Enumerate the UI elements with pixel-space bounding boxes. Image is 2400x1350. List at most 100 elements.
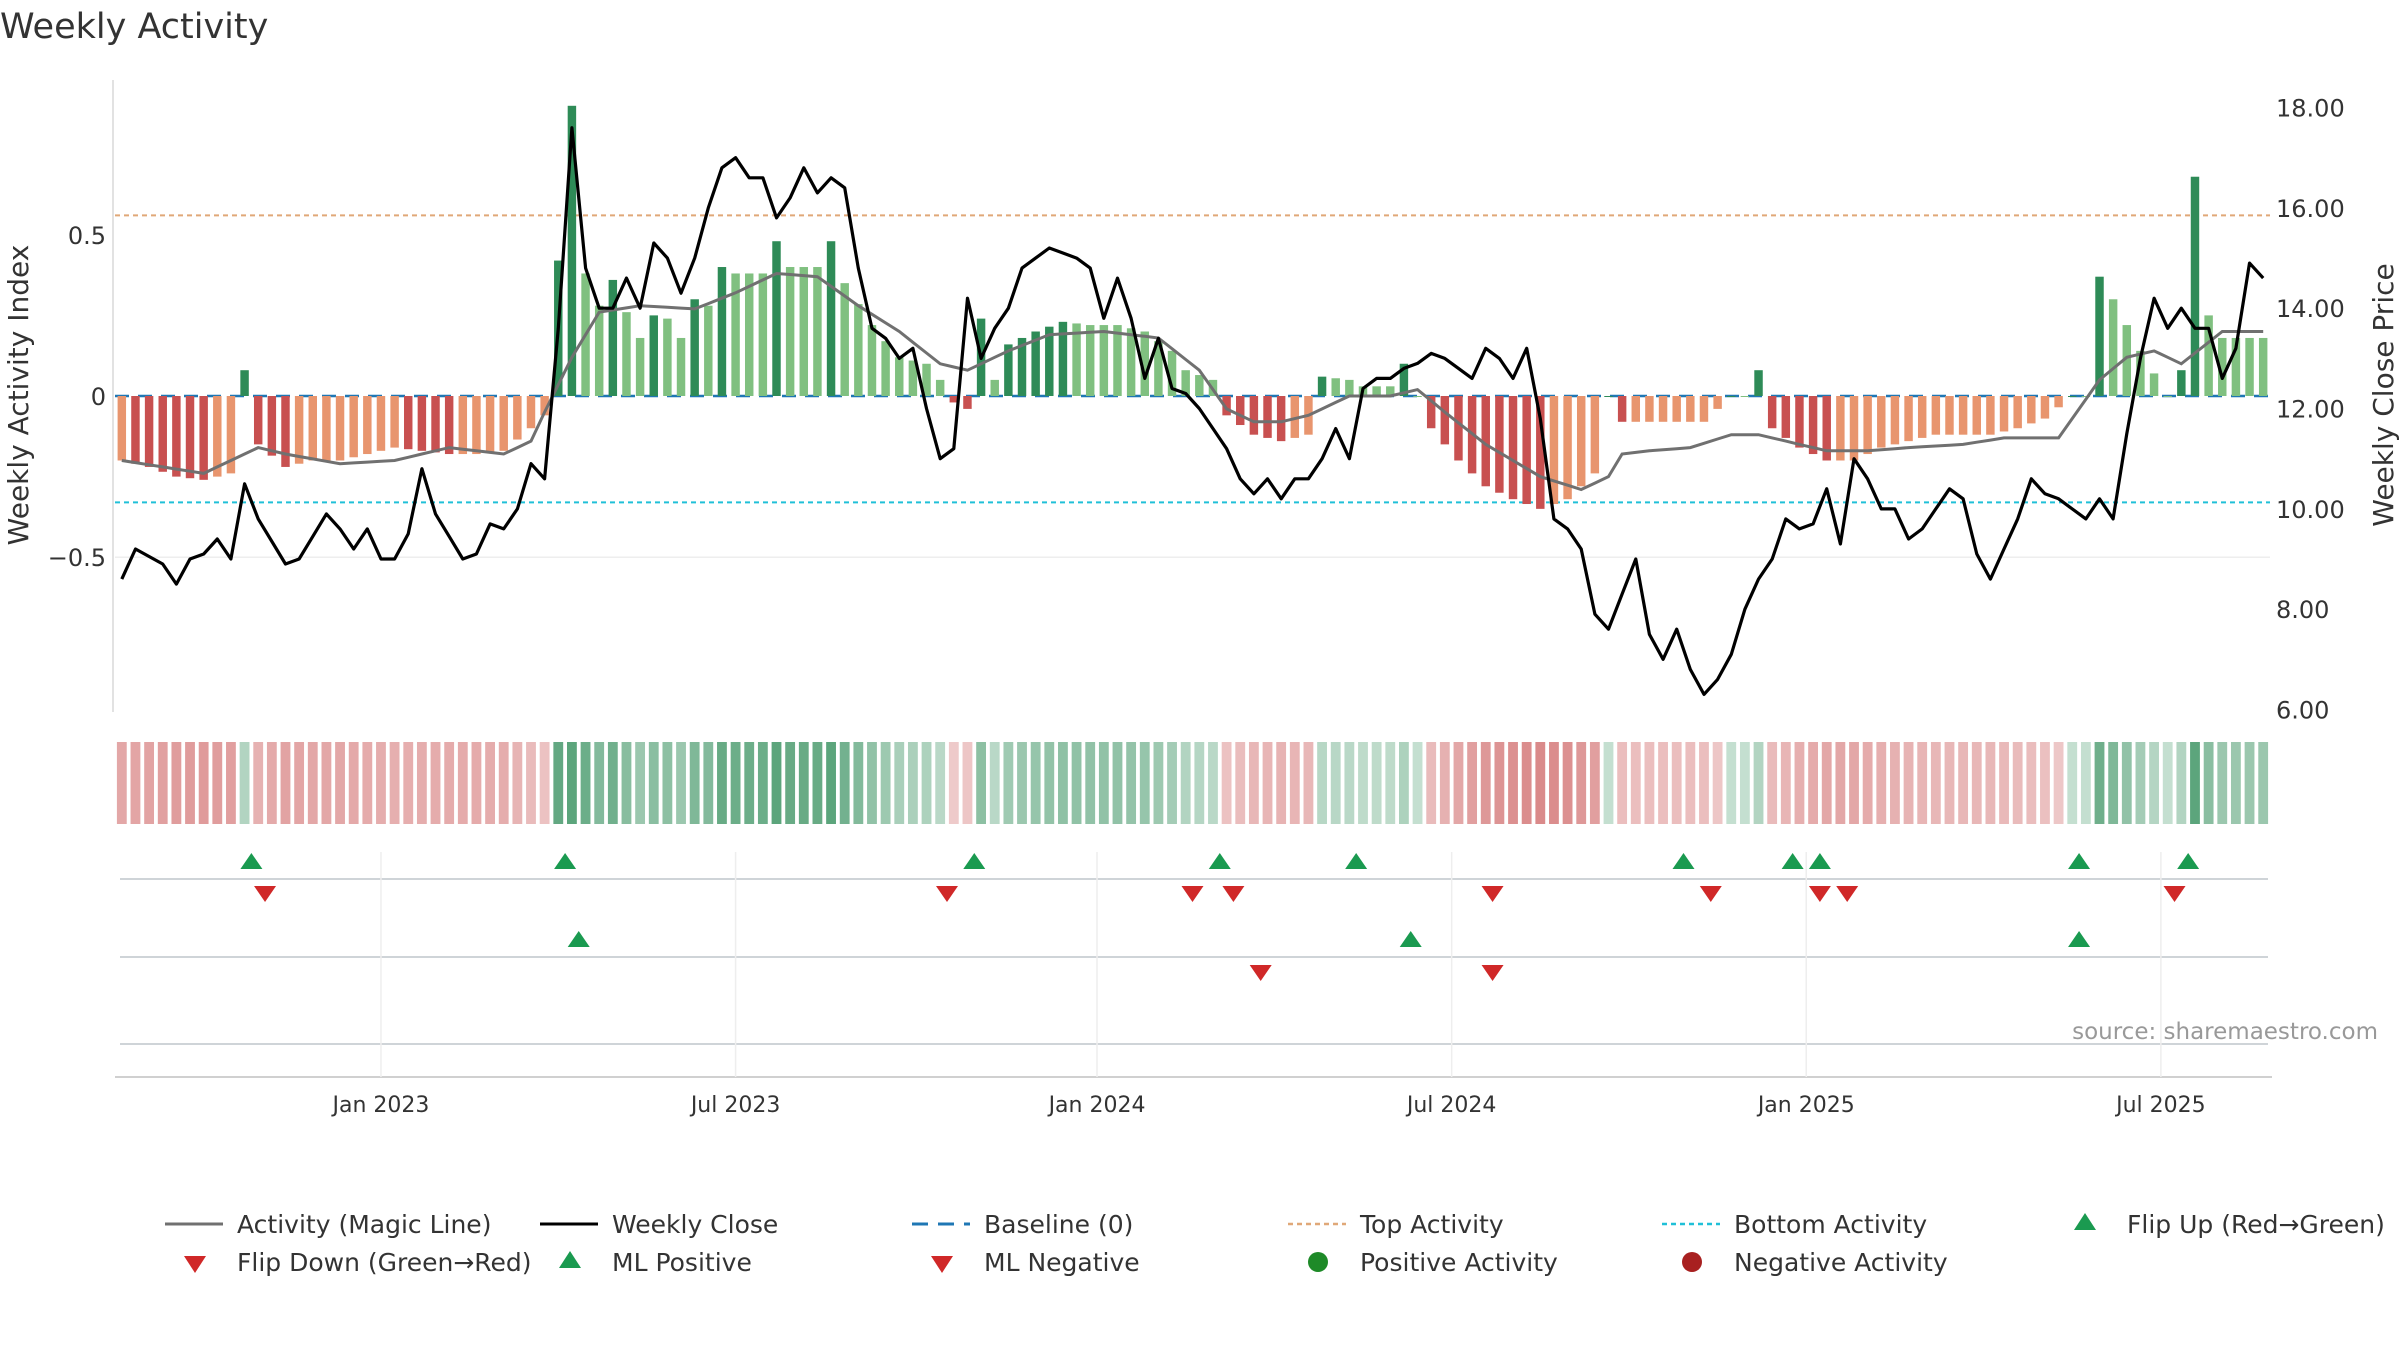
y2-tick-label: 12.00 bbox=[2276, 396, 2345, 424]
ml-positive-marker bbox=[567, 931, 590, 947]
activity-bar bbox=[690, 299, 699, 396]
heat-cell bbox=[198, 742, 209, 824]
heat-cell bbox=[1180, 742, 1191, 824]
heat-cell bbox=[1589, 742, 1600, 824]
activity-bar bbox=[895, 357, 904, 396]
heat-cell bbox=[1358, 742, 1368, 824]
activity-bar bbox=[1740, 396, 1750, 397]
heat-cell bbox=[1371, 742, 1382, 824]
activity-bar bbox=[1017, 337, 1027, 396]
legend-label: Top Activity bbox=[1359, 1210, 1504, 1239]
activity-bar bbox=[731, 273, 740, 396]
heat-cell bbox=[185, 742, 195, 824]
activity-bar bbox=[1236, 396, 1245, 426]
heat-cell bbox=[935, 742, 946, 824]
activity-bar bbox=[922, 363, 931, 396]
activity-bar bbox=[363, 396, 372, 455]
activity-bar bbox=[1549, 396, 1559, 505]
heat-cell bbox=[1630, 742, 1641, 824]
activity-bar bbox=[2013, 396, 2022, 429]
x-tick-label: Jan 2025 bbox=[1756, 1093, 1855, 1118]
activity-bar bbox=[1945, 396, 1954, 435]
activity-bar bbox=[458, 396, 468, 455]
ml-positive-marker bbox=[1399, 931, 1422, 947]
heat-cell bbox=[1903, 742, 1914, 824]
ml-negative-marker bbox=[1249, 965, 1272, 981]
heat-cell bbox=[1658, 742, 1668, 824]
activity-bar bbox=[2204, 315, 2213, 396]
activity-bar bbox=[567, 105, 577, 396]
activity-bar bbox=[2177, 370, 2186, 396]
activity-bar bbox=[1767, 396, 1777, 429]
legend-item: Top Activity bbox=[1288, 1210, 1504, 1239]
activity-bar bbox=[1113, 325, 1122, 396]
activity-bar bbox=[608, 279, 618, 396]
legend-swatch-triangle-up bbox=[559, 1251, 581, 1268]
activity-bar bbox=[2040, 396, 2050, 419]
heat-cell bbox=[539, 742, 550, 824]
heat-cell bbox=[1208, 742, 1218, 824]
activity-bar bbox=[2108, 299, 2118, 396]
heat-cell bbox=[457, 742, 468, 824]
heat-cell bbox=[1930, 742, 1941, 824]
activity-bar bbox=[1031, 331, 1040, 396]
activity-bar bbox=[1917, 396, 1927, 438]
activity-bar bbox=[1045, 326, 1054, 396]
heat-cell bbox=[1262, 742, 1273, 824]
heat-cell bbox=[1576, 742, 1587, 824]
legend-item: Flip Down (Green→Red) bbox=[184, 1248, 532, 1277]
heat-cell bbox=[471, 742, 482, 824]
heat-cell bbox=[1917, 742, 1928, 824]
heat-cell bbox=[1194, 742, 1205, 824]
activity-bar bbox=[2027, 396, 2036, 424]
activity-bar bbox=[1508, 396, 1518, 500]
heat-cell bbox=[1494, 742, 1505, 824]
heat-cell bbox=[1890, 742, 1900, 824]
legend-swatch-triangle-down bbox=[931, 1256, 953, 1273]
y2-tick-label: 8.00 bbox=[2276, 596, 2329, 624]
activity-bar bbox=[963, 396, 972, 409]
heat-cell bbox=[2176, 742, 2187, 824]
activity-bar bbox=[1877, 396, 1886, 448]
activity-bar bbox=[1849, 396, 1859, 461]
heat-cell bbox=[239, 742, 250, 824]
activity-bar bbox=[485, 396, 495, 453]
activity-bar bbox=[294, 396, 304, 464]
activity-bar bbox=[444, 396, 454, 455]
activity-bar bbox=[1099, 325, 1109, 396]
activity-bar bbox=[990, 379, 999, 396]
activity-bar bbox=[676, 337, 686, 396]
flip-up-marker bbox=[1345, 853, 1368, 869]
x-tick-label: Jul 2024 bbox=[1405, 1093, 1497, 1118]
heat-cell bbox=[2244, 742, 2255, 824]
activity-bar bbox=[826, 241, 836, 396]
heat-cell bbox=[812, 742, 823, 824]
activity-bar bbox=[513, 396, 522, 440]
activity-bar bbox=[1658, 396, 1668, 422]
heat-cell bbox=[1603, 742, 1614, 824]
legend-swatch-dot-positive bbox=[1308, 1252, 1328, 1272]
heat-cell bbox=[1521, 742, 1532, 824]
heat-cell bbox=[2121, 742, 2132, 824]
heat-cell bbox=[335, 742, 345, 824]
y2-tick-label: 16.00 bbox=[2276, 195, 2345, 223]
heat-cell bbox=[1862, 742, 1873, 824]
activity-bar bbox=[376, 396, 386, 451]
activity-bar bbox=[1004, 344, 1013, 396]
y-tick-label: −0.5 bbox=[48, 544, 106, 572]
heat-cell bbox=[171, 742, 182, 824]
legend-label: Weekly Close bbox=[612, 1210, 778, 1239]
activity-bar bbox=[1836, 396, 1845, 461]
activity-bar bbox=[2149, 373, 2159, 396]
x-tick-label: Jan 2023 bbox=[331, 1093, 430, 1118]
heat-cell bbox=[1003, 742, 1014, 824]
heat-cell bbox=[976, 742, 987, 824]
heat-cell bbox=[1030, 742, 1041, 824]
heat-cell bbox=[348, 742, 359, 824]
legend-item: ML Negative bbox=[931, 1248, 1140, 1277]
activity-bar bbox=[1563, 396, 1572, 500]
heat-cell bbox=[1876, 742, 1887, 824]
heat-cell bbox=[1453, 742, 1464, 824]
heat-cell bbox=[253, 742, 264, 824]
